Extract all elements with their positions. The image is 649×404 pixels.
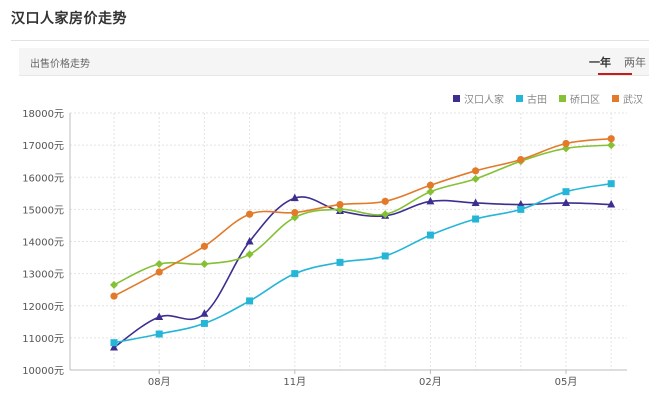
legend-item-hankou[interactable]: 汉口人家 xyxy=(453,91,504,106)
data-point-gutian-3[interactable] xyxy=(246,297,254,305)
data-point-wuhan-9[interactable] xyxy=(517,155,525,164)
data-point-gutian-1[interactable] xyxy=(155,330,163,338)
legend-label-qiaokou: 硚口区 xyxy=(570,95,600,106)
data-point-wuhan-5[interactable] xyxy=(336,200,344,209)
data-point-qiaokou-3[interactable] xyxy=(245,250,254,259)
legend-swatch-qiaokou xyxy=(559,95,566,102)
data-point-hankou-3[interactable] xyxy=(245,237,254,245)
data-point-gutian-9[interactable] xyxy=(517,205,525,213)
legend-swatch-wuhan xyxy=(612,95,619,102)
y-tick-label: 12000元 xyxy=(22,302,64,313)
active-tab-underline xyxy=(598,73,632,75)
data-point-hankou-8[interactable] xyxy=(471,198,480,206)
data-point-wuhan-6[interactable] xyxy=(381,197,389,205)
data-point-qiaokou-6[interactable] xyxy=(381,210,390,219)
data-point-wuhan-1[interactable] xyxy=(155,268,163,276)
data-point-hankou-2[interactable] xyxy=(200,309,209,317)
y-tick-label: 13000元 xyxy=(22,270,64,281)
tab-two-years[interactable]: 两年 xyxy=(624,56,646,69)
data-point-wuhan-2[interactable] xyxy=(200,242,208,250)
chart-axes: 10000元 11000元 12000元 13000元 14000元 15000元 1600… xyxy=(22,109,627,388)
data-point-wuhan-11[interactable] xyxy=(607,135,615,143)
tab-one-year[interactable]: 一年 xyxy=(589,56,611,69)
series-line-hankou xyxy=(113,196,612,349)
data-point-hankou-4[interactable] xyxy=(290,193,299,202)
legend-item-gutian[interactable]: 古田 xyxy=(516,91,547,106)
data-point-wuhan-7[interactable] xyxy=(426,181,434,189)
series-line-gutian xyxy=(113,182,612,344)
x-tick-label: 05月 xyxy=(555,376,578,388)
legend-label-wuhan: 武汉 xyxy=(623,95,643,106)
y-tick-label: 15000元 xyxy=(22,205,64,216)
tab-bar: 出售价格走势 一年 两年 xyxy=(19,48,649,76)
legend-label-hankou: 汉口人家 xyxy=(464,95,504,106)
x-tick-label: 11月 xyxy=(283,376,306,388)
data-point-gutian-10[interactable] xyxy=(562,188,570,196)
section-label: 出售价格走势 xyxy=(30,59,90,70)
data-point-hankou-7[interactable] xyxy=(426,196,435,205)
chart-series xyxy=(110,135,616,351)
data-point-qiaokou-1[interactable] xyxy=(155,259,164,268)
legend-item-wuhan[interactable]: 武汉 xyxy=(612,91,643,106)
data-point-wuhan-4[interactable] xyxy=(291,208,299,217)
x-tick-label: 08月 xyxy=(148,376,171,388)
y-tick-label: 18000元 xyxy=(22,109,64,120)
data-point-wuhan-10[interactable] xyxy=(562,139,570,148)
data-point-gutian-8[interactable] xyxy=(472,215,480,223)
data-point-gutian-5[interactable] xyxy=(336,258,344,266)
data-point-gutian-6[interactable] xyxy=(381,252,389,260)
data-point-gutian-0[interactable] xyxy=(110,339,118,347)
data-point-wuhan-8[interactable] xyxy=(472,167,480,175)
data-point-qiaokou-11[interactable] xyxy=(607,141,616,150)
data-point-qiaokou-7[interactable] xyxy=(426,187,435,196)
data-point-qiaokou-0[interactable] xyxy=(110,280,118,289)
data-point-gutian-7[interactable] xyxy=(426,231,434,239)
data-point-hankou-0[interactable] xyxy=(110,343,118,351)
y-tick-label: 10000元 xyxy=(22,366,64,377)
legend-swatch-gutian xyxy=(516,95,523,102)
chart-grid xyxy=(70,112,627,370)
data-point-gutian-4[interactable] xyxy=(291,270,299,278)
legend-item-qiaokou[interactable]: 硚口区 xyxy=(559,91,600,106)
title-divider xyxy=(11,40,649,41)
legend-swatch-hankou xyxy=(453,95,460,102)
chart-legend: 汉口人家 古田 硚口区 武汉 xyxy=(453,91,643,106)
page-title: 汉口人家房价走势 xyxy=(11,11,127,27)
data-point-hankou-1[interactable] xyxy=(155,312,164,320)
y-tick-label: 14000元 xyxy=(22,238,64,249)
series-hankou xyxy=(110,193,616,351)
y-tick-label: 17000元 xyxy=(22,141,64,152)
y-tick-label: 11000元 xyxy=(22,334,64,345)
data-point-qiaokou-2[interactable] xyxy=(200,259,209,268)
data-point-hankou-9[interactable] xyxy=(516,200,525,208)
series-gutian xyxy=(110,180,615,347)
x-tick-label: 02月 xyxy=(419,376,442,388)
series-line-qiaokou xyxy=(113,144,612,286)
data-point-hankou-11[interactable] xyxy=(607,200,616,208)
legend-label-gutian: 古田 xyxy=(527,95,547,106)
data-point-hankou-10[interactable] xyxy=(562,198,570,206)
series-line-wuhan xyxy=(113,137,612,297)
y-tick-label: 16000元 xyxy=(22,173,64,184)
data-point-gutian-2[interactable] xyxy=(200,319,208,327)
data-point-qiaokou-8[interactable] xyxy=(471,174,480,183)
data-point-wuhan-3[interactable] xyxy=(246,210,254,218)
data-point-gutian-11[interactable] xyxy=(607,180,615,188)
data-point-wuhan-0[interactable] xyxy=(110,292,118,300)
series-wuhan xyxy=(110,135,615,300)
